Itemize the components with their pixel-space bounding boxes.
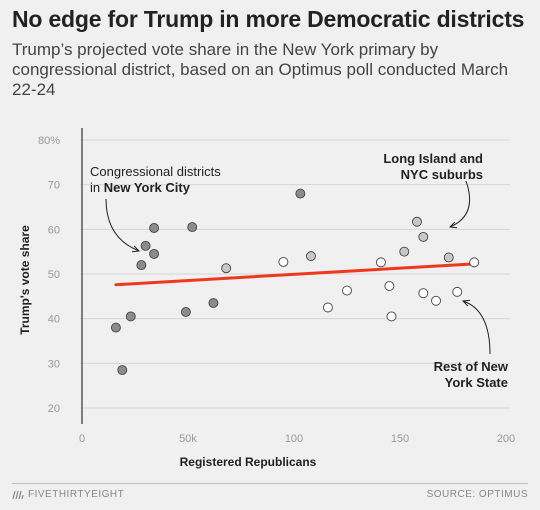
x-axis-label: Registered Republicans [180,455,317,469]
data-point-nyc [110,322,121,333]
chart-title: No edge for Trump in more Democratic dis… [12,6,525,32]
data-point-nyc [180,307,191,317]
data-point-rest [386,311,397,322]
annotation-arrow-rest [462,300,491,355]
data-point-nyc [125,311,136,322]
data-point-suburbs [418,231,429,242]
data-point-nyc [149,248,160,259]
y-axis-label: Trump's vote share [18,225,32,335]
annotation-arrow-nyc [105,198,140,252]
x-tick-label: 0 [79,433,85,445]
data-point-nyc [208,298,219,308]
data-point-nyc [117,365,128,375]
annotation-arrowhead-suburbs [448,221,458,229]
data-point-rest [342,285,352,296]
data-point-rest [469,257,480,268]
x-tick-label: 150 [391,433,409,445]
data-point-suburbs [221,263,232,274]
y-tick-label: 20 [48,403,60,415]
data-point-rest [418,288,429,299]
source-credit: SOURCE: OPTIMUS [426,489,528,500]
data-point-rest [431,295,441,306]
data-point-rest [384,281,395,292]
data-point-nyc [295,188,306,199]
data-point-rest [278,256,289,267]
data-point-nyc [140,240,151,251]
annotation-nyc: in New York City [90,180,191,195]
chart-subtitle: Trump’s projected vote share in the New … [12,40,509,99]
x-tick-label: 200 [497,433,515,445]
brand-text: FIVETHIRTYEIGHT [28,489,125,500]
y-tick-label: 60 [48,224,60,236]
footer-divider [12,483,528,484]
scatter-chart: 20 30 40 50 60 70 80% 0 50k 100 150 200 Registered R… [18,128,515,469]
data-point-nyc [149,223,160,233]
data-point-suburbs [399,246,410,257]
data-point-rest [452,286,463,297]
y-tick-label: 80% [38,135,60,147]
annotation-rest: York State [445,375,508,390]
x-tick-label: 50k [179,433,197,445]
x-tick-label: 100 [285,433,303,445]
data-point-suburbs [412,216,422,227]
data-point-suburbs [306,251,316,262]
annotation-nyc: Congressional districts [90,164,221,179]
annotation-suburbs: NYC suburbs [401,167,483,182]
brand-logo: FIVETHIRTYEIGHT [12,489,124,500]
y-tick-label: 50 [48,269,60,281]
annotation-suburbs: Long Island and [383,151,483,166]
trend-line [114,262,478,287]
annotation-arrowhead-nyc [131,245,141,253]
fivethirtyeight-logo-icon [12,490,24,499]
data-point-suburbs [443,252,454,263]
y-tick-label: 40 [48,314,60,326]
y-tick-label: 30 [48,358,60,370]
data-point-rest [322,302,333,313]
annotation-arrow-suburbs [449,180,470,228]
data-point-nyc [136,260,147,271]
data-point-rest [375,257,386,268]
annotation-arrowhead-rest [461,299,471,307]
annotation-rest: Rest of New [434,359,509,374]
data-point-nyc [187,222,198,233]
y-tick-label: 70 [48,180,60,192]
